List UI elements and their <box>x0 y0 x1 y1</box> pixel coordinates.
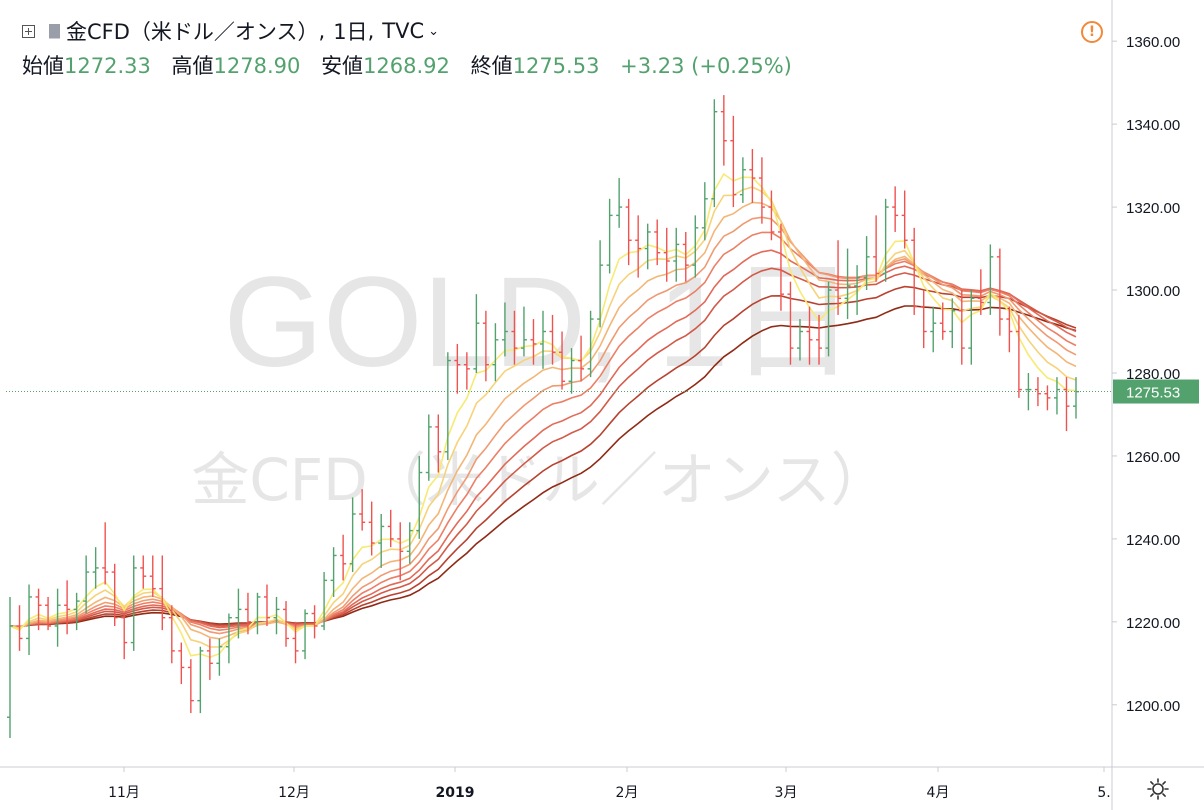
high-value: 1278.90 <box>213 54 301 78</box>
y-tick-label: 1360.00 <box>1126 34 1180 51</box>
y-tick-label: 1300.00 <box>1126 283 1180 300</box>
ohlc-legend: 始値1272.33 高値1278.90 安値1268.92 終値1275.53 … <box>22 50 806 80</box>
y-tick-label: 1280.00 <box>1126 366 1180 383</box>
y-tick-label: 1240.00 <box>1126 532 1180 549</box>
x-tick-label: 12月 <box>278 785 310 801</box>
y-tick-label: 1340.00 <box>1126 117 1180 134</box>
y-tick-label: 1320.00 <box>1126 200 1180 217</box>
separator-2: , <box>367 19 375 43</box>
close-label: 終値 <box>470 54 513 78</box>
x-tick-label: 4月 <box>927 785 950 801</box>
interval-label[interactable]: 1日 <box>333 20 368 44</box>
x-tick-label: 2019 <box>436 785 475 801</box>
settings-gear-icon[interactable] <box>1146 777 1170 801</box>
open-label: 始値 <box>22 54 64 78</box>
y-tick-label: 1220.00 <box>1126 615 1180 632</box>
ema-line-5 <box>9 172 1077 659</box>
separator-1: , <box>318 19 326 43</box>
price-tag-label: 1275.53 <box>1126 385 1180 402</box>
watermark-line-1: GOLD, 1日 <box>223 251 856 394</box>
symbol-title-row: 金CFD（米ドル／オンス） , 1日 , TVC ⌄ <box>22 16 439 46</box>
y-tick-label: 1200.00 <box>1126 698 1180 715</box>
open-value: 1272.33 <box>64 54 151 78</box>
change-value: +3.23 (+0.25%) <box>620 54 792 78</box>
y-tick-label: 1260.00 <box>1126 449 1180 466</box>
chart-header: 金CFD（米ドル／オンス） , 1日 , TVC ⌄ 始値1272.33 高値1… <box>0 0 1108 80</box>
ema-line-20 <box>9 231 1077 632</box>
alert-icon[interactable]: ! <box>1081 21 1103 43</box>
price-tag-box <box>1113 379 1199 404</box>
flag-icon[interactable] <box>49 23 60 39</box>
high-label: 高値 <box>171 54 214 78</box>
ema-line-16 <box>9 216 1077 635</box>
x-tick-label: 5. <box>1097 785 1110 801</box>
watermark-line-2: 金CFD（米ドル／オンス） <box>191 446 888 514</box>
low-label: 安値 <box>321 54 364 78</box>
close-value: 1275.53 <box>512 54 600 78</box>
expand-icon[interactable] <box>22 24 35 38</box>
symbol-name: 金CFD（米ドル／オンス） <box>66 20 319 44</box>
x-tick-label: 3月 <box>775 785 798 801</box>
low-value: 1268.92 <box>363 54 450 78</box>
ema-line-12 <box>9 201 1077 640</box>
x-tick-label: 11月 <box>108 785 140 801</box>
chevron-down-icon[interactable]: ⌄ <box>428 23 440 39</box>
source-label[interactable]: TVC <box>382 19 425 43</box>
x-tick-label: 2月 <box>616 785 639 801</box>
